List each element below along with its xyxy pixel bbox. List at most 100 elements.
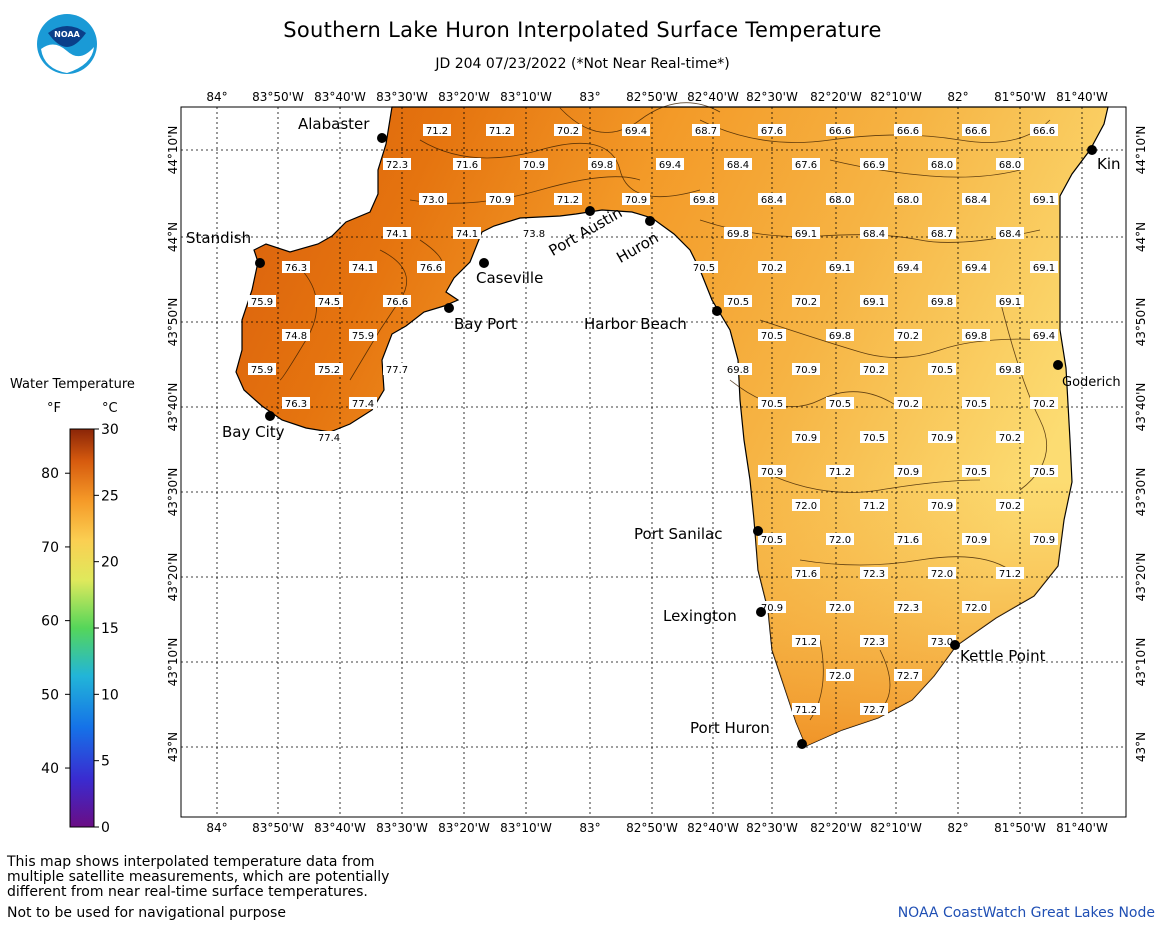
temp-value: 69.8 — [727, 365, 749, 376]
temp-value-label: 71.6 — [792, 567, 820, 580]
place-lexington: Lexington — [663, 607, 766, 625]
temp-value: 69.1 — [829, 263, 851, 274]
place-port-huron: Port Huron — [690, 719, 807, 749]
place-marker-icon — [585, 206, 595, 216]
temp-value: 70.9 — [897, 467, 919, 478]
temp-label-box — [724, 295, 752, 307]
temp-value-label: 70.5 — [928, 363, 956, 376]
temp-label-box — [792, 703, 820, 715]
temp-value-label: 70.2 — [1030, 397, 1058, 410]
temp-value-label: 70.9 — [520, 158, 548, 171]
temp-value-label: 72.0 — [792, 499, 820, 512]
temp-label-box — [1030, 465, 1058, 477]
temp-value: 69.4 — [659, 160, 681, 171]
legend-c-label: 25 — [101, 488, 119, 504]
temp-value-label: 69.4 — [962, 261, 990, 274]
temp-label-box — [996, 567, 1024, 579]
temp-value: 70.2 — [1033, 399, 1055, 410]
temp-value: 69.4 — [625, 126, 647, 137]
credit-link[interactable]: NOAA CoastWatch Great Lakes Node — [897, 905, 1155, 921]
place-marker-icon — [444, 303, 454, 313]
temp-label-box — [826, 533, 854, 545]
temp-value-label: 72.0 — [826, 669, 854, 682]
temp-value: 70.9 — [761, 603, 783, 614]
temp-label-box — [758, 533, 786, 545]
legend-f-label: 70 — [41, 540, 59, 556]
temp-value-label: 66.6 — [826, 124, 854, 137]
place-kettle-point: Kettle Point — [950, 640, 1046, 665]
temp-value: 70.2 — [795, 297, 817, 308]
temp-value: 70.2 — [999, 433, 1021, 444]
temp-label-box — [928, 499, 956, 511]
temp-value: 69.8 — [931, 297, 953, 308]
lat-label-left: 43°40'N — [166, 383, 180, 432]
temp-label-box — [349, 261, 377, 273]
temp-value-label: 71.2 — [826, 465, 854, 478]
disclaimer-line-3: different from near real-time surface te… — [7, 884, 368, 900]
temp-value: 74.1 — [352, 263, 374, 274]
lon-label-top: 83°20'W — [438, 90, 490, 104]
temp-value: 72.7 — [863, 705, 885, 716]
place-bay-city: Bay City — [222, 411, 285, 441]
lon-label-top: 82°20'W — [810, 90, 862, 104]
temp-value: 72.3 — [863, 637, 885, 648]
temp-value: 72.0 — [829, 603, 851, 614]
temp-value-label: 71.2 — [554, 193, 582, 206]
temp-label-box — [554, 193, 582, 205]
lat-label-left: 43°10'N — [166, 638, 180, 687]
temp-label-box — [894, 193, 922, 205]
temp-label-box — [453, 227, 481, 239]
temp-value-label: 72.3 — [894, 601, 922, 614]
temp-value-label: 70.2 — [554, 124, 582, 137]
place-marker-icon — [377, 133, 387, 143]
temp-value-label: 71.2 — [860, 499, 888, 512]
temp-value-label: 74.1 — [383, 227, 411, 240]
temp-value-label: 70.5 — [962, 397, 990, 410]
lon-label-top: 82° — [947, 90, 968, 104]
temp-value-label: 74.1 — [349, 261, 377, 274]
temp-value-label: 70.5 — [758, 329, 786, 342]
temp-label-box — [248, 295, 276, 307]
temp-value: 69.4 — [965, 263, 987, 274]
temp-label-box — [860, 363, 888, 375]
lat-label-left: 43°20'N — [166, 553, 180, 602]
temp-label-box — [996, 363, 1024, 375]
temp-label-box — [383, 363, 411, 375]
legend-unit-fahrenheit: °F — [47, 401, 61, 416]
temp-value-label: 70.9 — [622, 193, 650, 206]
place-name: Port Huron — [690, 719, 770, 737]
temp-label-box — [520, 227, 548, 239]
temp-value: 69.1 — [1033, 263, 1055, 274]
place-marker-icon — [255, 258, 265, 268]
temp-label-box — [622, 193, 650, 205]
temp-value: 74.5 — [318, 297, 340, 308]
temp-label-box — [383, 227, 411, 239]
temp-value: 70.5 — [761, 399, 783, 410]
lon-label-top: 81°50'W — [994, 90, 1046, 104]
temp-label-box — [690, 261, 718, 273]
lon-label-bottom: 82°40'W — [687, 821, 739, 835]
temp-label-box — [962, 261, 990, 273]
temp-label-box — [962, 601, 990, 613]
place-marker-icon — [797, 739, 807, 749]
legend-c-label: 20 — [101, 555, 119, 571]
temp-label-box — [928, 567, 956, 579]
place-marker-icon — [645, 216, 655, 226]
temp-value-label: 67.6 — [792, 158, 820, 171]
temp-value: 70.9 — [795, 365, 817, 376]
temp-value: 71.2 — [795, 705, 817, 716]
temp-value-label: 70.5 — [690, 261, 718, 274]
temp-value: 71.6 — [897, 535, 919, 546]
temp-label-box — [758, 261, 786, 273]
temp-value-label: 69.8 — [826, 329, 854, 342]
temp-value: 69.1 — [999, 297, 1021, 308]
temp-label-box — [423, 124, 451, 136]
lon-label-bottom: 82°30'W — [746, 821, 798, 835]
temp-value-label: 72.3 — [860, 635, 888, 648]
temp-label-box — [860, 567, 888, 579]
lat-label-left: 43°30'N — [166, 468, 180, 517]
temp-value: 72.7 — [897, 671, 919, 682]
temp-value-label: 68.0 — [928, 158, 956, 171]
temp-value: 76.6 — [420, 263, 442, 274]
temp-label-box — [417, 261, 445, 273]
